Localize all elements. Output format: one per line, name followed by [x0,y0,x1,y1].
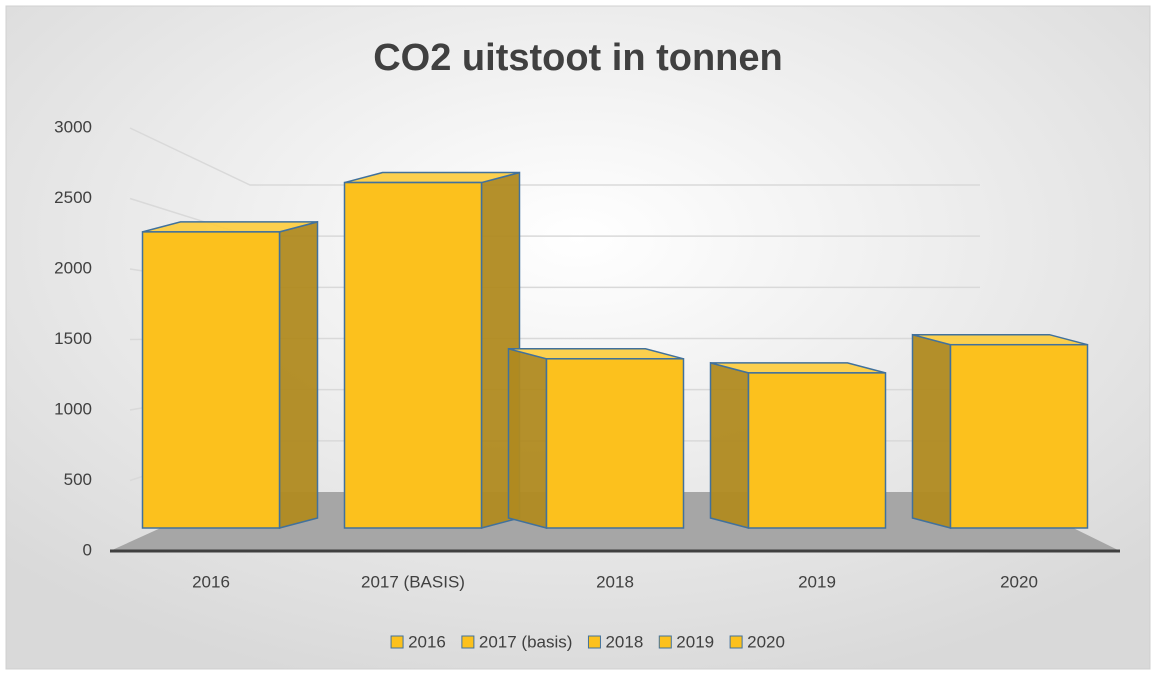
legend-label: 2018 [605,632,643,651]
bar [911,333,1089,529]
grid-line [129,127,980,186]
bar-front [343,181,483,529]
x-tick-label: 2018 [596,572,634,591]
legend-label: 2019 [676,632,714,651]
legend-swatch [461,635,475,649]
y-tick-label: 1500 [54,329,92,348]
bar-front [545,358,685,529]
bar-side [911,333,952,529]
bar [709,361,887,529]
y-tick-label: 3000 [54,117,92,136]
bar-side [507,347,548,529]
y-tick-label: 1000 [54,399,92,418]
y-tick-label: 0 [83,540,92,559]
bar [507,347,685,529]
legend-swatch [390,635,404,649]
y-tick-label: 500 [64,470,92,489]
bar [141,220,319,529]
y-tick-label: 2500 [54,188,92,207]
legend-swatch [729,635,743,649]
legend-label: 2016 [408,632,446,651]
x-tick-label: 2017 (BASIS) [361,572,465,591]
legend: 2016 2017 (basis) 2018 2019 2020 [390,632,785,651]
legend-swatch [587,635,601,649]
y-tick-label: 2000 [54,258,92,277]
bar-front [141,231,281,529]
legend-label: 2017 (basis) [479,632,573,651]
bar-front [949,343,1089,529]
legend-swatch [658,635,672,649]
chart-title: CO2 uitstoot in tonnen [373,37,783,79]
x-tick-label: 2016 [192,572,230,591]
x-tick-label: 2020 [1000,572,1038,591]
bar [343,171,521,529]
legend-label: 2020 [747,632,785,651]
bar-front [747,372,887,529]
x-tick-label: 2019 [798,572,836,591]
bar-side [709,361,750,529]
bar-side [278,220,319,529]
